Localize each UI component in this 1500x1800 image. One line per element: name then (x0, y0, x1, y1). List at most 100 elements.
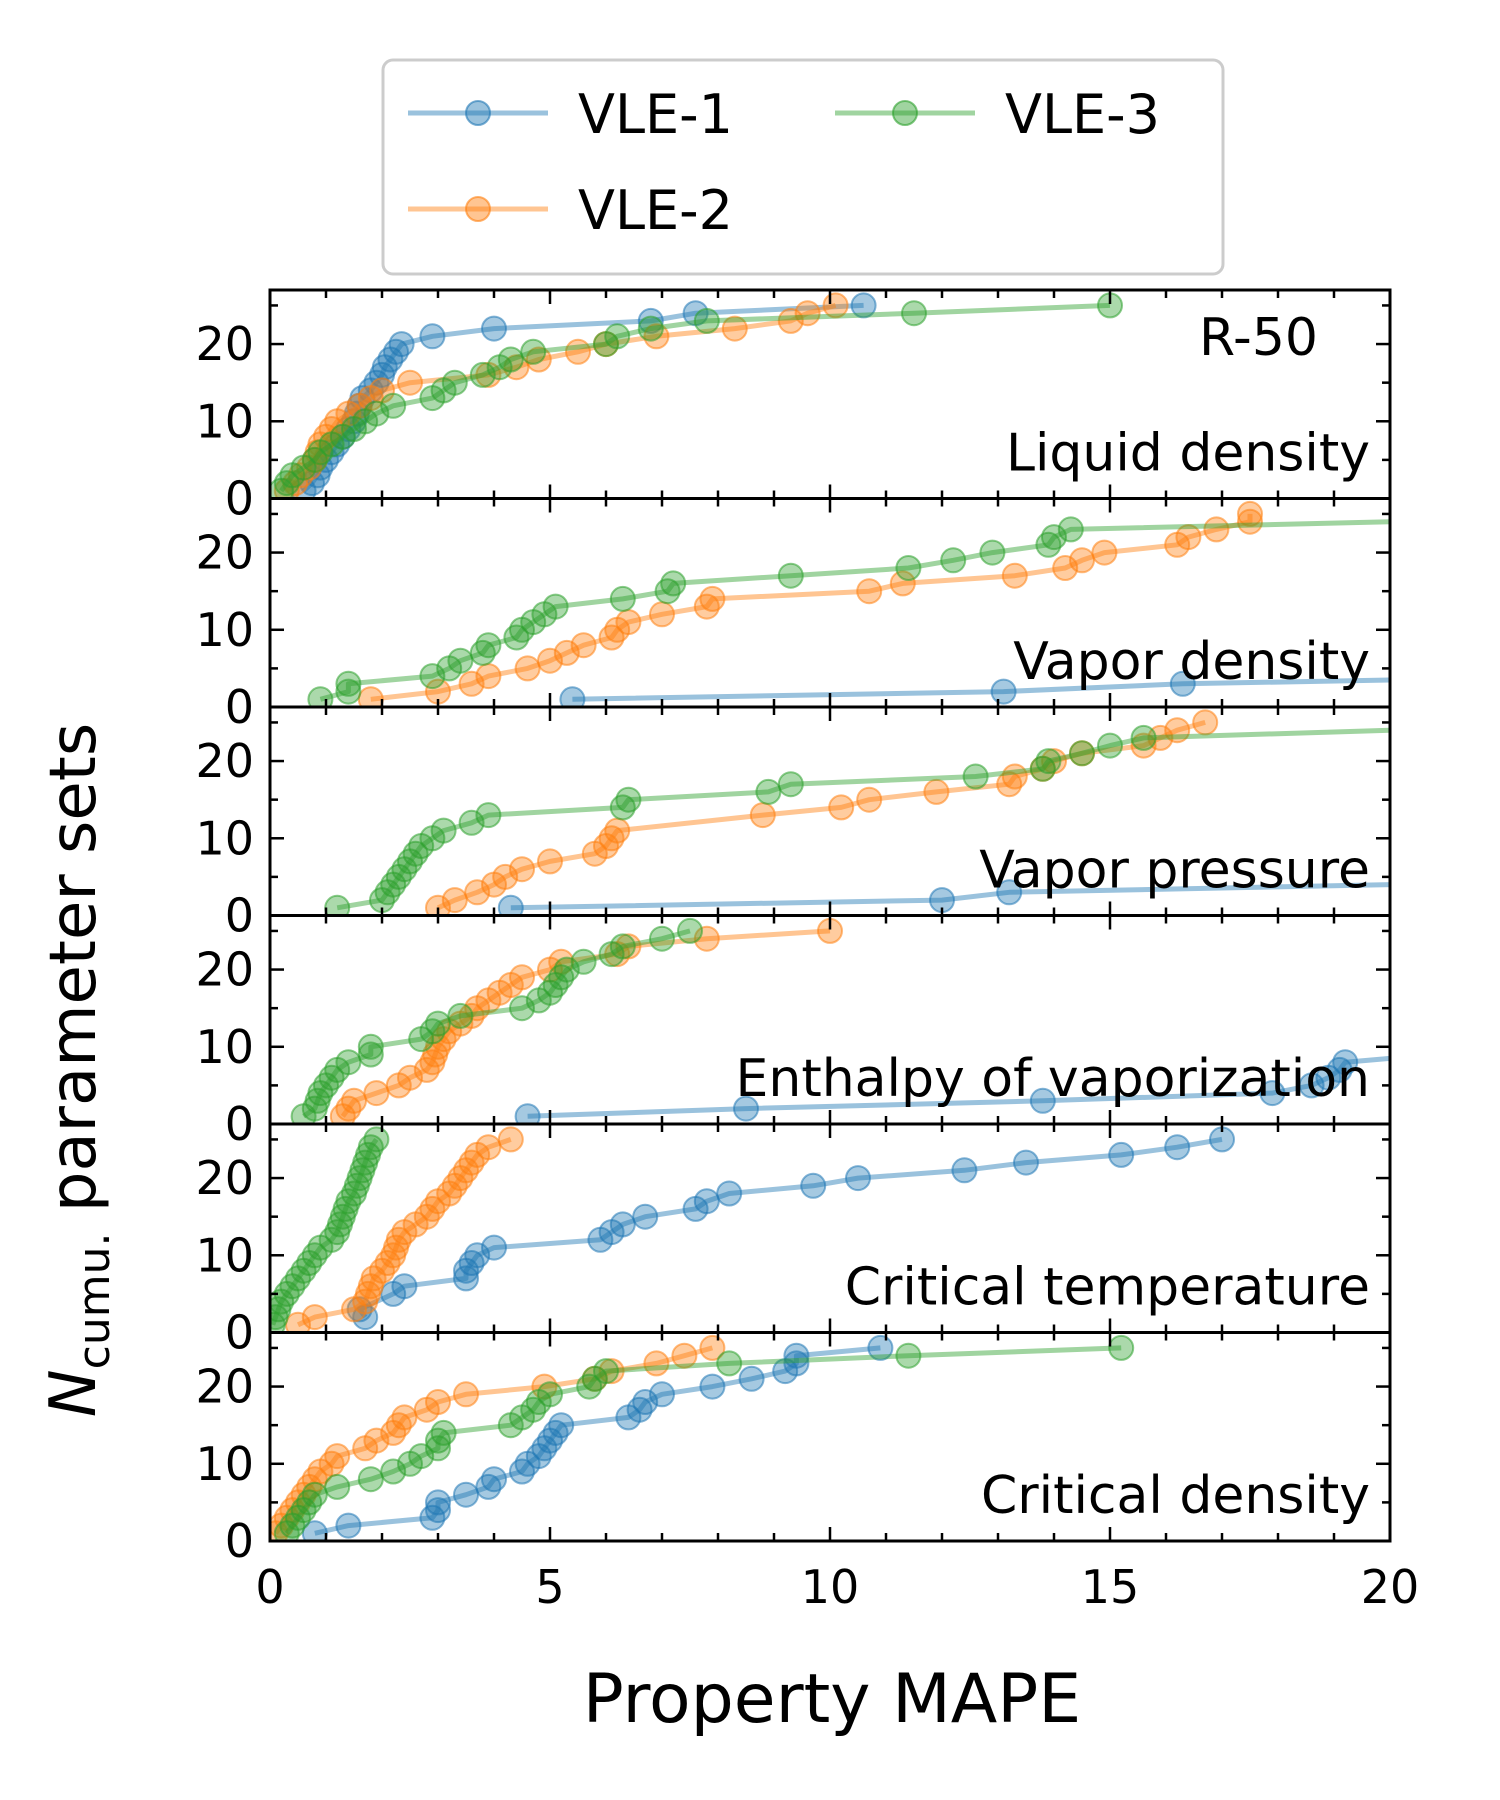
data-point (425, 1489, 451, 1516)
data-point (733, 1095, 759, 1122)
legend: VLE-1 VLE-2 VLE-3 (381, 58, 1225, 276)
data-point (324, 1473, 351, 1500)
data-point (996, 879, 1023, 906)
data-point (1091, 539, 1118, 566)
series-line (357, 1136, 1223, 1319)
data-point (856, 578, 883, 605)
data-point (391, 1404, 418, 1431)
data-point (1169, 670, 1196, 697)
data-point (794, 300, 821, 327)
data-point (716, 1180, 743, 1207)
y-tick-label: 10 (195, 811, 254, 865)
series-vle-2-vapor-pressure (425, 709, 1219, 916)
data-point (1069, 740, 1095, 767)
legend-marker-vle-1 (465, 100, 491, 126)
data-point (464, 1242, 491, 1269)
series-line (319, 519, 1390, 702)
data-point (990, 678, 1017, 705)
data-point (509, 995, 535, 1022)
data-point (828, 794, 855, 821)
series-vle-1-vapor-pressure (497, 879, 1390, 916)
y-tick-label: 20 (195, 526, 254, 580)
data-point (615, 933, 642, 960)
data-point (895, 1342, 922, 1369)
legend-entry-vle-1: VLE-1 (408, 83, 733, 146)
data-point (1130, 724, 1157, 751)
data-point (867, 1334, 894, 1361)
data-point (1164, 1134, 1191, 1161)
series-line (510, 882, 1390, 911)
x-tick-label: 5 (535, 1560, 564, 1614)
data-point (738, 1365, 765, 1392)
data-point (755, 778, 782, 805)
y-tick-label: 0 (225, 680, 254, 734)
data-point (301, 1481, 328, 1508)
data-point (777, 771, 804, 798)
x-tick-label: 0 (255, 1560, 284, 1614)
data-point (615, 786, 642, 813)
series-line (340, 928, 831, 1118)
data-point (425, 1497, 451, 1524)
data-point (509, 964, 535, 991)
series-line (285, 302, 837, 493)
series-line (279, 302, 1111, 493)
data-point (357, 1033, 384, 1060)
data-point (537, 848, 563, 875)
series-vle-3-critical-density (273, 1334, 1135, 1541)
x-axis-label: Property MAPE (583, 1660, 1082, 1739)
y-tick-label: 0 (225, 889, 254, 943)
data-point (856, 786, 883, 813)
panel-liquid-density: 0 10 20 Liquid density R-50 (195, 288, 1392, 526)
data-point (1164, 717, 1191, 744)
data-point (604, 323, 631, 350)
data-point (497, 894, 524, 916)
data-point (699, 1373, 726, 1400)
series-vle-2-critical-temperature (285, 1126, 524, 1333)
y-tick-label: 0 (225, 1514, 254, 1568)
data-point (453, 1265, 479, 1292)
data-point (889, 570, 916, 597)
data-point (604, 817, 631, 844)
data-point (1237, 508, 1263, 535)
panel-critical-density: 0 10 20 Critical density 0 5 10 15 20 (195, 1331, 1419, 1614)
data-point (1332, 1049, 1359, 1076)
series-line (370, 513, 1253, 702)
data-point (481, 1466, 507, 1493)
legend-label-vle-3: VLE-3 (1005, 83, 1160, 146)
y-tick-label: 20 (195, 317, 254, 371)
series-vle-1-vapor-density (559, 670, 1390, 707)
data-point (408, 1443, 435, 1470)
data-point (441, 369, 468, 396)
legend-entry-vle-3: VLE-3 (835, 83, 1160, 146)
data-point (1029, 1087, 1056, 1114)
data-point (391, 1273, 418, 1300)
panel-label: Vapor pressure (979, 841, 1370, 901)
y-tick-label: 0 (225, 1097, 254, 1151)
panels: 0 10 20 Liquid density R-50 0 10 20 Vapor densit… (195, 288, 1419, 1614)
y-tick-label: 20 (195, 1151, 254, 1205)
series-line (273, 1345, 714, 1535)
y-tick-label: 10 (195, 603, 254, 657)
data-point (559, 686, 586, 707)
data-point (1057, 516, 1084, 543)
data-point (1175, 524, 1202, 551)
data-point (363, 1427, 390, 1454)
data-point (341, 1087, 367, 1114)
data-point (425, 894, 451, 916)
series-vle-3-enthalpy-of-vaporization (290, 917, 703, 1124)
data-point (380, 392, 407, 419)
y-axis-label: Ncumu. parameter sets (37, 723, 120, 1417)
data-point (598, 1358, 625, 1385)
panel-label: Critical temperature (845, 1258, 1370, 1318)
data-point (481, 1234, 507, 1261)
panel-vapor-density: 0 10 20 Vapor density (195, 497, 1392, 734)
data-point (464, 879, 491, 906)
data-point (453, 1481, 479, 1508)
data-point (469, 361, 496, 388)
series-vle-1-enthalpy-of-vaporization (514, 1049, 1390, 1124)
y-tick-label: 20 (195, 734, 254, 788)
data-point (632, 1389, 659, 1415)
data-point (397, 369, 423, 396)
data-point (430, 1419, 457, 1446)
